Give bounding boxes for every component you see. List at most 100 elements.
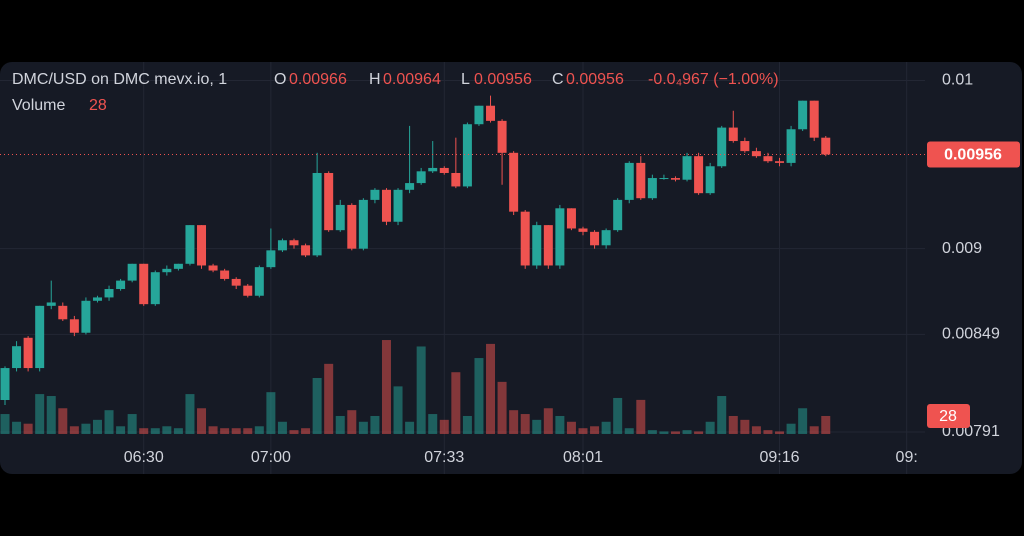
volume-bar: [208, 426, 218, 434]
candle-body: [740, 141, 750, 152]
volume-bar: [509, 410, 519, 434]
x-tick-label: 09:: [896, 449, 918, 466]
y-tick-label: 0.01: [942, 72, 973, 89]
chart-panel: [0, 62, 1022, 474]
volume-bar: [266, 392, 276, 434]
candle-body: [231, 278, 241, 286]
candle-body: [670, 178, 680, 180]
close-value: 0.00956: [566, 71, 624, 88]
candle-body: [358, 199, 368, 249]
volume-bar: [231, 428, 241, 434]
volume-bar: [590, 426, 600, 434]
candle-body: [162, 268, 172, 273]
candle-body: [786, 129, 796, 163]
y-tick-label: 0.00849: [942, 326, 1000, 343]
candle-body: [451, 172, 461, 187]
volume-bar: [58, 408, 68, 434]
candle-body: [751, 151, 761, 157]
volume-bar: [636, 399, 646, 434]
volume-bar: [624, 428, 634, 434]
volume-bar: [35, 394, 45, 434]
volume-bar: [555, 415, 565, 434]
candle-body: [775, 161, 785, 163]
candle-body: [416, 171, 426, 184]
high-label: H: [369, 71, 381, 88]
candle-body: [92, 297, 102, 301]
candle-body: [173, 263, 183, 269]
volume-bar: [23, 423, 33, 434]
volume-bar: [647, 430, 657, 434]
volume-bar: [312, 378, 322, 434]
volume-bar: [532, 419, 542, 434]
candle-body: [277, 240, 287, 251]
chart-title: DMC/USD on DMC mevx.io, 1: [12, 71, 227, 88]
volume-bar: [405, 421, 415, 434]
volume-bar: [821, 415, 831, 434]
volume-bar: [763, 430, 773, 434]
candle-body: [821, 137, 831, 155]
volume-bar: [474, 358, 484, 434]
candle-body: [208, 265, 218, 271]
candle-body: [520, 211, 530, 266]
volume-bar: [381, 340, 391, 434]
volume-bar: [462, 415, 472, 434]
volume-bar: [566, 421, 576, 434]
volume-bar: [728, 415, 738, 434]
last-volume-label: 28: [939, 408, 957, 425]
volume-bar: [798, 408, 808, 434]
candle-body: [301, 245, 311, 256]
candle-body: [682, 156, 692, 180]
x-tick-label: 07:00: [251, 449, 291, 466]
volume-bar: [520, 414, 530, 434]
candle-body: [139, 263, 149, 305]
volume-bar: [370, 415, 380, 434]
candle-body: [324, 172, 334, 231]
volume-bar: [92, 419, 102, 434]
volume-bar: [162, 426, 172, 434]
last-price-badge: [927, 141, 1020, 168]
candle-body: [497, 120, 507, 153]
candle-body: [636, 162, 646, 199]
x-tick-label: 06:30: [124, 449, 164, 466]
volume-bar: [46, 396, 56, 434]
low-value: 0.00956: [474, 71, 532, 88]
volume-bar: [451, 372, 461, 434]
volume-bar: [301, 428, 311, 434]
candle-body: [578, 228, 588, 232]
candle-body: [717, 127, 727, 167]
candle-body: [69, 319, 79, 333]
volume-bar: [486, 343, 496, 434]
candle-body: [543, 225, 553, 266]
candle-body: [647, 178, 657, 199]
candle-body: [393, 189, 403, 222]
candle-body: [509, 152, 519, 212]
volume-bar: [116, 426, 126, 434]
candle-body: [254, 267, 264, 296]
candle-body: [532, 225, 542, 266]
volume-bar: [740, 419, 750, 434]
candle-body: [46, 302, 56, 306]
candle-body: [104, 289, 114, 298]
volume-bar: [254, 426, 264, 434]
volume-bar: [150, 428, 160, 434]
volume-bar: [185, 394, 195, 434]
x-tick-label: 09:16: [759, 449, 799, 466]
candle-body: [23, 337, 33, 369]
volume-bar: [717, 396, 727, 434]
volume-bar: [289, 430, 299, 434]
volume-label: Volume: [12, 97, 65, 114]
candle-body: [659, 178, 669, 180]
candle-body: [150, 272, 160, 305]
volume-bar: [127, 414, 137, 434]
volume-bar: [335, 415, 345, 434]
open-label: O: [274, 71, 286, 88]
last-price-label: 0.00956: [944, 147, 1002, 164]
candle-body: [35, 305, 45, 369]
volume-bar: [139, 428, 149, 434]
candle-body: [486, 105, 496, 121]
candle-body: [116, 280, 126, 290]
volume-bar: [751, 426, 761, 434]
volume-bar: [243, 428, 253, 434]
